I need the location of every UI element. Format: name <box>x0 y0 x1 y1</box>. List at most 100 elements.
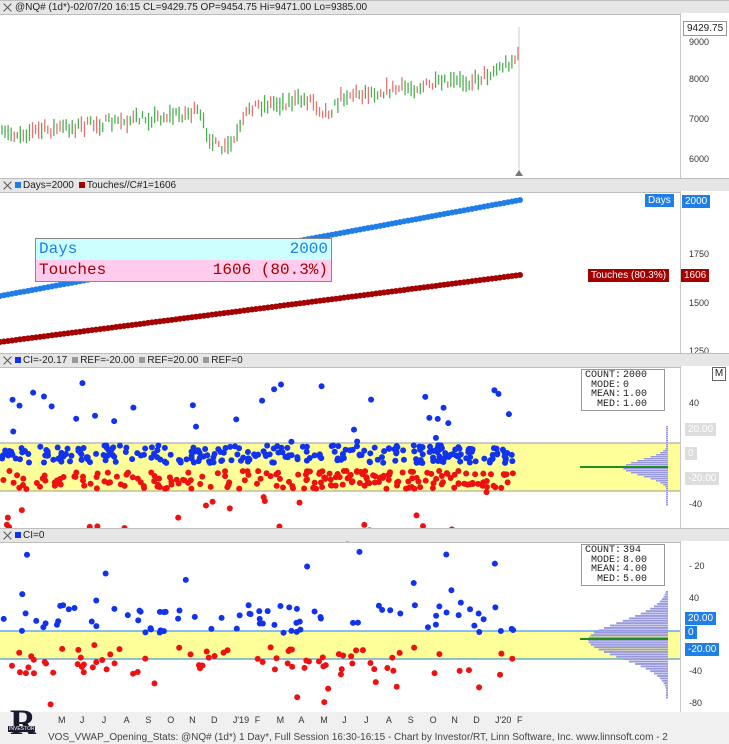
blue-point <box>318 383 325 390</box>
ref-legend: REF=20.00 <box>147 355 199 366</box>
blue-point <box>440 404 447 411</box>
histogram-bar <box>665 687 668 689</box>
red-point <box>20 475 27 482</box>
blue-point <box>266 451 273 458</box>
blue-point <box>50 456 57 463</box>
histogram-bar <box>622 619 668 622</box>
red-point <box>257 475 264 482</box>
blue-point <box>354 438 361 445</box>
blue-point <box>247 611 254 618</box>
blue-point <box>228 457 235 464</box>
histogram-bar <box>590 634 668 637</box>
ci-scatter-chart[interactable] <box>0 366 680 528</box>
touches-value-tag: 1606 <box>681 269 710 282</box>
ref-high-tag: 20.00 <box>685 423 717 436</box>
red-point <box>162 485 169 492</box>
close-pane-icon[interactable] <box>3 356 12 365</box>
blue-point <box>116 442 123 449</box>
red-point <box>275 469 282 476</box>
red-point <box>93 659 100 666</box>
close-pane-icon[interactable] <box>3 3 12 12</box>
histogram-bar <box>666 440 668 442</box>
red-point <box>422 477 429 484</box>
histogram-bar <box>635 615 668 617</box>
ref-legend: REF=0 <box>211 355 243 366</box>
blue-point <box>350 426 357 433</box>
red-point <box>271 666 278 673</box>
blue-point <box>189 402 196 409</box>
ci-touch-axis[interactable]: - 20 40 0 -40 -80 <box>680 541 729 712</box>
ref-zero-tag: 0 <box>685 447 697 460</box>
blue-point <box>492 604 499 611</box>
histogram-bar <box>666 446 668 448</box>
ref-legend: REF=-20.00 <box>80 355 135 366</box>
red-point <box>393 683 400 690</box>
red-point <box>77 654 84 661</box>
histogram-bar <box>650 456 668 458</box>
blue-point <box>490 445 497 452</box>
histogram-bar <box>622 658 668 661</box>
days-touches-chart[interactable] <box>0 191 680 353</box>
month-label: J <box>364 715 369 725</box>
price-chart[interactable] <box>0 13 680 178</box>
blue-point <box>251 451 258 458</box>
blue-point <box>84 454 91 461</box>
blue-point <box>294 454 301 461</box>
histogram-bar <box>594 646 668 649</box>
red-point <box>199 662 206 669</box>
blue-point <box>426 414 433 421</box>
red-point <box>75 646 82 653</box>
blue-point <box>111 453 118 460</box>
red-point <box>16 669 23 676</box>
blue-point <box>12 455 19 462</box>
blue-point <box>195 447 202 454</box>
blue-point <box>275 449 282 456</box>
red-point <box>371 479 378 486</box>
month-label: A <box>298 715 305 725</box>
red-point <box>10 479 17 486</box>
blue-point <box>16 402 23 409</box>
blue-point <box>202 446 209 453</box>
blue-point <box>256 615 263 622</box>
histogram-bar <box>598 629 668 632</box>
blue-point <box>147 626 154 633</box>
red-point <box>377 474 384 481</box>
close-pane-icon[interactable] <box>3 531 12 540</box>
blue-point <box>277 603 284 610</box>
red-point <box>72 473 79 480</box>
close-pane-icon[interactable] <box>3 181 12 190</box>
blue-point <box>353 443 360 450</box>
blue-point <box>442 450 449 457</box>
m-button[interactable]: M <box>712 367 726 381</box>
ref-zero-tag: 0 <box>685 626 697 639</box>
red-point <box>417 484 424 491</box>
ref-low-tag: -20.00 <box>685 472 720 485</box>
red-point <box>301 485 308 492</box>
blue-point <box>413 456 420 463</box>
ci-touch-scatter-chart[interactable] <box>0 541 680 712</box>
blue-point <box>142 629 149 636</box>
blue-point <box>463 455 470 462</box>
blue-point <box>417 459 424 466</box>
red-point <box>340 468 347 475</box>
red-point <box>23 486 30 492</box>
blue-point <box>259 397 266 404</box>
red-point <box>305 658 312 665</box>
month-label: M <box>320 715 328 725</box>
histogram-bar <box>598 648 668 651</box>
blue-point <box>40 624 47 631</box>
blue-point <box>0 455 6 462</box>
red-point <box>385 476 392 483</box>
red-point <box>25 664 32 671</box>
red-point <box>14 472 21 479</box>
red-point <box>509 470 516 477</box>
red-point <box>207 483 214 490</box>
blue-point <box>422 393 429 400</box>
price-axis[interactable]: 9429.75 9000 8000 7000 6000 <box>680 13 729 178</box>
red-point <box>155 475 162 482</box>
red-point <box>276 475 283 482</box>
blue-point <box>436 603 443 610</box>
ci-tick: -40 <box>689 666 703 676</box>
red-point <box>413 474 420 481</box>
histogram-bar <box>666 498 668 500</box>
